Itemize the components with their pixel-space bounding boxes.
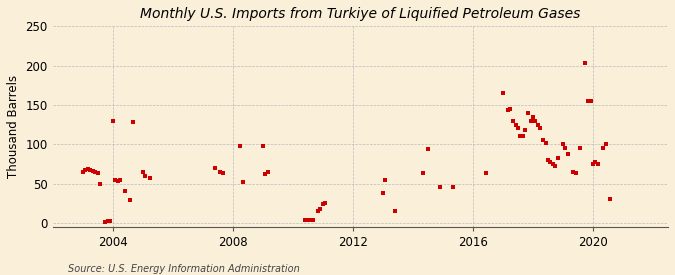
Point <box>593 162 603 166</box>
Point <box>512 126 523 131</box>
Point <box>590 159 601 164</box>
Point <box>448 185 458 189</box>
Point <box>560 146 571 150</box>
Point <box>235 144 246 148</box>
Y-axis label: Thousand Barrels: Thousand Barrels <box>7 75 20 178</box>
Point <box>317 202 328 206</box>
Point <box>522 111 533 115</box>
Point <box>109 177 120 182</box>
Point <box>257 144 268 148</box>
Point <box>552 156 563 161</box>
Point <box>605 197 616 202</box>
Point <box>480 171 491 175</box>
Point <box>520 128 531 132</box>
Point <box>92 170 103 175</box>
Title: Monthly U.S. Imports from Turkiye of Liquified Petroleum Gases: Monthly U.S. Imports from Turkiye of Liq… <box>140 7 580 21</box>
Point <box>580 61 591 65</box>
Text: Source: U.S. Energy Information Administration: Source: U.S. Energy Information Administ… <box>68 264 299 274</box>
Point <box>417 171 428 175</box>
Point <box>137 170 148 174</box>
Point <box>525 119 536 123</box>
Point <box>497 91 508 95</box>
Point <box>537 138 548 142</box>
Point <box>302 218 313 223</box>
Point <box>144 176 155 180</box>
Point <box>518 134 529 139</box>
Point <box>583 99 593 103</box>
Point <box>515 134 526 139</box>
Point <box>600 142 611 146</box>
Point <box>320 201 331 205</box>
Point <box>80 168 90 172</box>
Point <box>423 147 433 151</box>
Point <box>300 218 310 223</box>
Point <box>540 141 551 145</box>
Point <box>112 179 123 183</box>
Point <box>503 108 514 112</box>
Point <box>588 162 599 166</box>
Point <box>530 119 541 123</box>
Point <box>570 170 581 175</box>
Point <box>510 122 521 127</box>
Point <box>102 219 113 224</box>
Point <box>535 126 546 131</box>
Point <box>390 209 401 213</box>
Point <box>125 198 136 202</box>
Point <box>568 170 578 174</box>
Point <box>128 120 138 124</box>
Point <box>308 218 319 223</box>
Point <box>77 170 88 174</box>
Point <box>505 107 516 111</box>
Point <box>575 146 586 150</box>
Point <box>435 185 446 190</box>
Point <box>140 174 151 178</box>
Point <box>85 168 96 172</box>
Point <box>305 218 316 223</box>
Point <box>597 146 608 150</box>
Point <box>380 178 391 183</box>
Point <box>107 119 118 123</box>
Point <box>90 170 101 174</box>
Point <box>115 177 126 182</box>
Point <box>563 152 574 156</box>
Point <box>95 181 105 186</box>
Point <box>315 207 326 211</box>
Point <box>260 172 271 176</box>
Point <box>377 191 388 195</box>
Point <box>237 180 248 184</box>
Point <box>528 114 539 119</box>
Point <box>533 122 543 127</box>
Point <box>210 166 221 170</box>
Point <box>263 170 273 174</box>
Point <box>217 171 228 175</box>
Point <box>550 164 561 168</box>
Point <box>543 158 554 162</box>
Point <box>105 219 115 224</box>
Point <box>558 142 568 146</box>
Point <box>215 170 225 174</box>
Point <box>547 162 558 166</box>
Point <box>87 169 98 173</box>
Point <box>120 189 131 194</box>
Point <box>313 209 323 213</box>
Point <box>100 220 111 224</box>
Point <box>508 119 518 123</box>
Point <box>545 159 556 164</box>
Point <box>585 99 596 103</box>
Point <box>82 167 93 172</box>
